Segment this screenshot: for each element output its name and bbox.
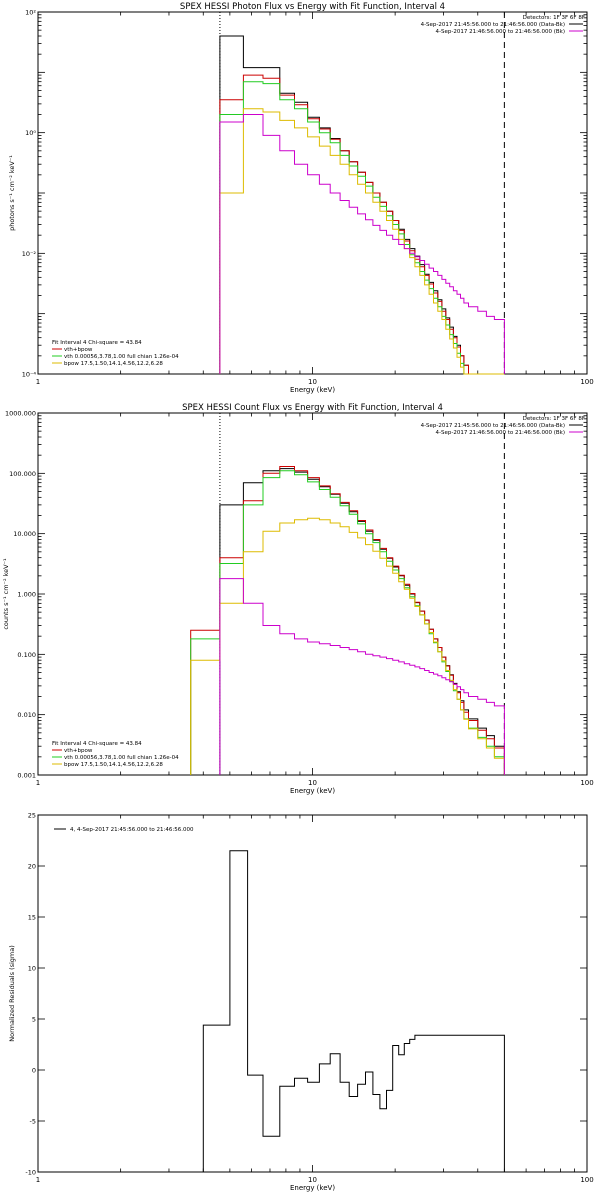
y-tick-label: 25 [28,812,36,820]
x-tick-label: 1 [36,1176,40,1184]
y-tick-label: 1.000 [17,591,36,599]
histogram-series-0 [219,35,505,375]
histogram-series-0 [202,850,505,1172]
y-axis-label: counts s⁻¹ cm⁻² keV⁻¹ [2,558,10,630]
y-tick-label: -10 [25,1169,36,1177]
histogram-series-4 [219,578,505,775]
chart-title: SPEX HESSI Photon Flux vs Energy with Fi… [180,2,445,12]
y-tick-label: 10 [28,965,36,973]
y-tick-label: 0.100 [17,651,36,659]
y-axis-label: Normalized Residuals (sigma) [8,945,16,1042]
histogram-series-1 [190,466,505,775]
x-tick-label: 100 [580,1176,593,1184]
y-tick-label: 15 [28,914,36,922]
legend-entry-label: 4-Sep-2017 21:46:56.000 to 21:46:56.000 … [436,29,566,35]
y-tick-label: 0 [32,1067,36,1075]
y-tick-label: 10.000 [13,530,36,538]
x-tick-label: 10 [308,378,317,386]
legend-entry-label: 4-Sep-2017 21:45:56.000 to 21:46:56.000 … [421,423,565,429]
y-tick-label: 5 [32,1016,36,1024]
legend-entry-label: vth 0.00056,3.78,1.00 full chian 1.26e-0… [64,354,179,360]
chart-title: SPEX HESSI Count Flux vs Energy with Fit… [182,403,443,413]
y-tick-label: 10⁰ [25,129,36,137]
legend-entry-label: bpow 17.5,1.50,14.1,4.56,12.2,6.28 [64,762,163,768]
legend-detectors: Detectors: 1F 3F 6F 8F [523,416,585,422]
legend-entry-label: vth+bpow [64,347,93,353]
legend-entry-label: vth 0.00056,3.78,1.00 full chian 1.26e-0… [64,755,179,761]
histogram-series-2 [190,470,505,775]
x-tick-label: 10 [308,779,317,787]
histogram-series-3 [219,108,505,375]
legend-fit-title: Fit Interval 4 Chi-square = 43.84 [52,340,142,346]
legend-entry-label: bpow 17.5,1.50,14.1,4.56,12.2,6.28 [64,361,163,367]
x-axis-label: Energy (keV) [290,787,335,795]
x-axis-label: Energy (keV) [290,1184,335,1192]
y-tick-label: 10⁻⁴ [22,371,37,379]
y-tick-label: 0.001 [17,772,36,780]
x-axis-label: Energy (keV) [290,386,335,394]
legend-entry-label: 4, 4-Sep-2017 21:45:56.000 to 21:46:56.0… [70,827,194,833]
legend-detectors: Detectors: 1F 3F 6F 8F [523,15,585,21]
x-tick-label: 100 [580,779,593,787]
legend-fit-title: Fit Interval 4 Chi-square = 43.84 [52,741,142,747]
y-tick-label: 10⁻² [22,250,37,258]
x-tick-label: 1 [36,378,40,386]
y-tick-label: 0.010 [17,711,36,719]
x-tick-label: 100 [580,378,593,386]
legend-entry-label: vth+bpow [64,748,93,754]
x-tick-label: 10 [308,1176,317,1184]
y-tick-label: 100.000 [9,470,36,478]
y-tick-label: -5 [30,1118,36,1126]
histogram-series-4 [219,114,505,374]
histogram-series-3 [190,517,505,775]
y-tick-label: 20 [28,863,36,871]
legend-entry-label: 4-Sep-2017 21:46:56.000 to 21:46:56.000 … [436,430,566,436]
y-axis-label: photons s⁻¹ cm⁻² keV⁻¹ [8,155,16,231]
y-tick-label: 1000.000 [5,410,36,418]
legend-entry-label: 4-Sep-2017 21:45:56.000 to 21:46:56.000 … [421,22,565,28]
x-tick-label: 1 [36,779,40,787]
y-tick-label: 10² [25,9,36,17]
